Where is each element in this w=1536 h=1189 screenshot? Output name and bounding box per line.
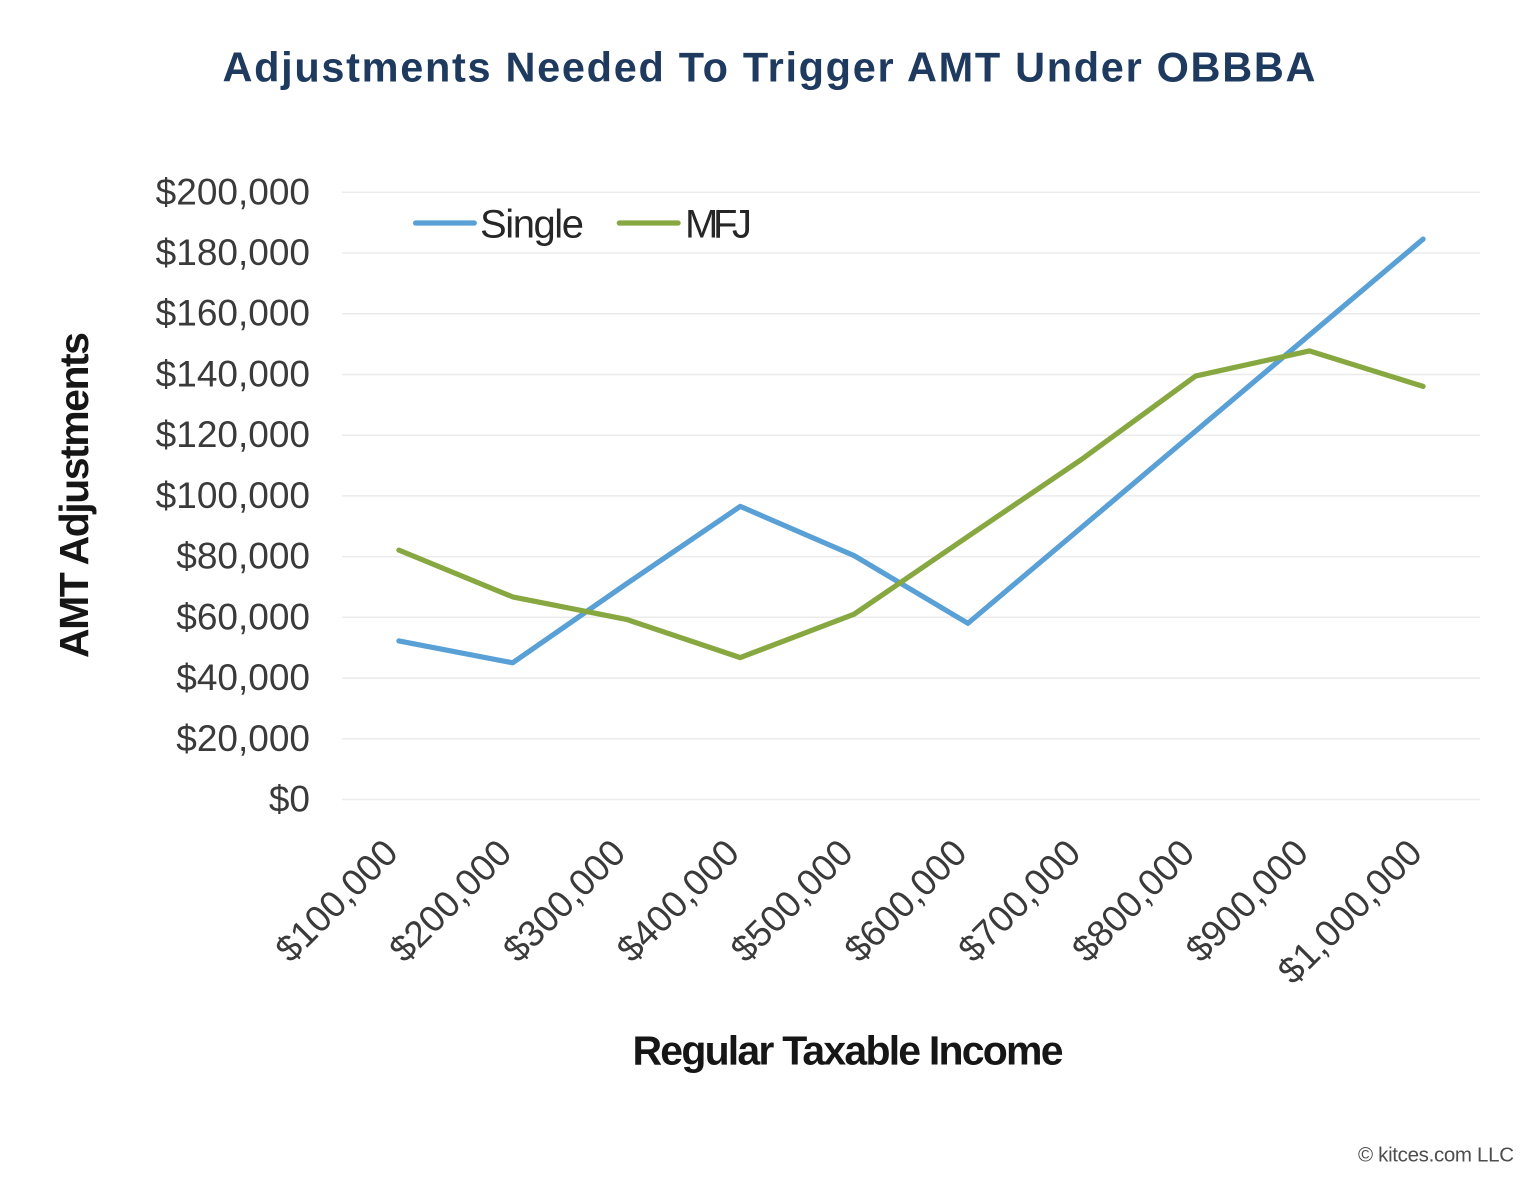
svg-text:$140,000: $140,000 (156, 354, 310, 395)
svg-text:$120,000: $120,000 (156, 414, 310, 455)
svg-text:MFJ: MFJ (685, 202, 752, 246)
svg-text:$180,000: $180,000 (156, 232, 310, 273)
svg-text:$60,000: $60,000 (176, 596, 310, 637)
svg-text:$100,000: $100,000 (156, 475, 310, 516)
svg-text:$80,000: $80,000 (176, 536, 310, 577)
svg-text:$0: $0 (269, 779, 310, 820)
svg-text:$200,000: $200,000 (156, 171, 310, 212)
svg-text:Adjustments Needed To Trigger: Adjustments Needed To Trigger AMT Under … (223, 44, 1316, 91)
svg-text:AMT Adjustments: AMT Adjustments (51, 332, 97, 658)
svg-text:Single: Single (480, 202, 584, 246)
svg-text:$40,000: $40,000 (176, 657, 310, 698)
svg-text:Regular Taxable Income: Regular Taxable Income (633, 1028, 1064, 1074)
svg-text:$160,000: $160,000 (156, 293, 310, 334)
svg-text:© kitces.com LLC: © kitces.com LLC (1358, 1144, 1514, 1167)
svg-text:$20,000: $20,000 (176, 718, 310, 759)
